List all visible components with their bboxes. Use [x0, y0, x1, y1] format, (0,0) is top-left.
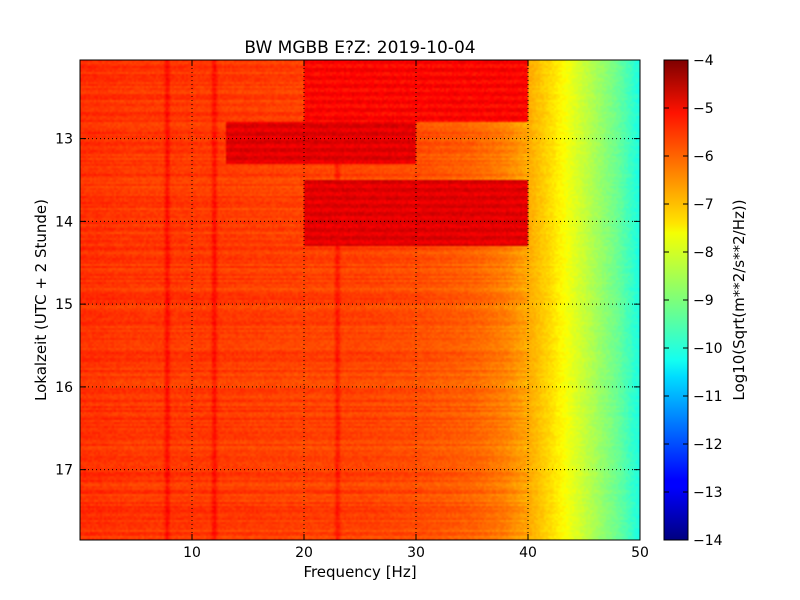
x-tick-label: 30 [407, 545, 425, 561]
y-tick-label: 16 [55, 380, 73, 396]
plot-area: 10 20 30 40 50 13 14 15 16 17 [55, 59, 649, 561]
y-tick-label: 15 [55, 297, 73, 313]
colorbar-tick-label: −9 [693, 293, 714, 309]
x-tick-label: 40 [519, 545, 537, 561]
x-axis-label: Frequency [Hz] [303, 563, 416, 581]
y-tick-label: 14 [55, 214, 73, 230]
colorbar-tick-label: −7 [693, 197, 714, 213]
y-axis-ticks: 13 14 15 16 17 [55, 132, 640, 479]
colorbar-tick-label: −6 [693, 149, 714, 165]
colorbar-tick-label: −5 [693, 101, 714, 117]
spectrogram-heatmap [80, 60, 640, 540]
colorbar-label: Log10(Sqrt(m**2/s**2/Hz)) [730, 199, 748, 400]
colorbar-tick-label: −12 [693, 437, 723, 453]
x-axis-ticks: 10 20 30 40 50 [183, 60, 649, 561]
colorbar-ticks: −4 −5 −6 −7 −8 −9 −10 −11 −12 −13 −14 [664, 53, 723, 549]
colorbar-tick-label: −4 [693, 53, 714, 69]
colorbar: −4 −5 −6 −7 −8 −9 −10 −11 −12 −13 −14 [663, 53, 723, 549]
plot-frame [79, 59, 641, 541]
x-tick-label: 50 [631, 545, 649, 561]
y-tick-label: 13 [55, 132, 73, 148]
colorbar-tick-label: −11 [693, 389, 723, 405]
colorbar-tick-label: −14 [693, 533, 723, 549]
chart-title: BW MGBB E?Z: 2019-10-04 [244, 38, 475, 58]
y-axis-label: Lokalzeit (UTC + 2 Stunde) [32, 199, 50, 401]
x-tick-label: 10 [183, 545, 201, 561]
colorbar-tick-label: −8 [693, 245, 714, 261]
colorbar-tick-label: −10 [693, 341, 723, 357]
colorbar-tick-label: −13 [693, 485, 723, 501]
grid-lines [80, 60, 640, 540]
x-tick-label: 20 [295, 545, 313, 561]
y-tick-label: 17 [55, 463, 73, 479]
